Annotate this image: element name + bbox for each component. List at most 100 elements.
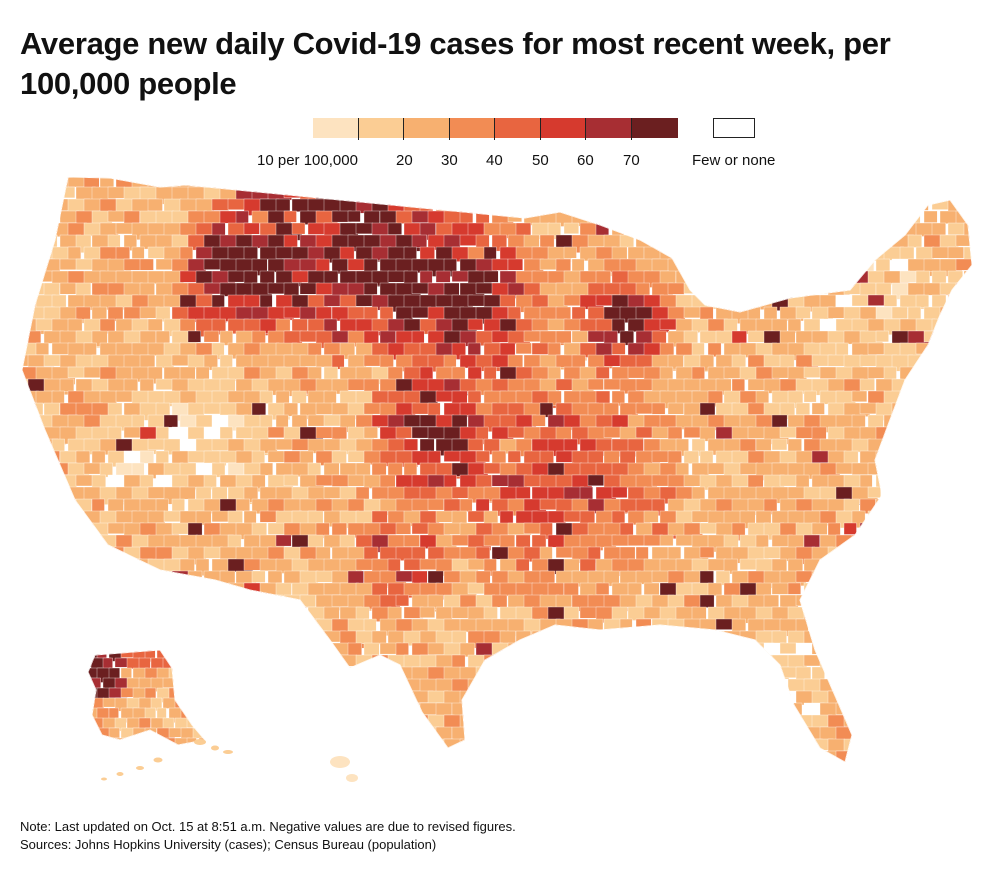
county-cell <box>515 702 533 716</box>
county-cell <box>971 330 972 347</box>
county-cell <box>867 678 894 691</box>
county-cell <box>251 666 279 681</box>
county-cell <box>531 630 559 647</box>
county-cell <box>643 222 657 241</box>
county-cell <box>827 306 845 319</box>
county-cell <box>355 177 372 190</box>
county-cell <box>22 714 31 728</box>
county-cell <box>931 558 955 571</box>
county-cell <box>331 666 345 683</box>
county-cell <box>875 522 899 541</box>
county-cell <box>603 234 622 249</box>
island-shape <box>116 772 124 776</box>
county-cell <box>923 426 951 444</box>
county-cell <box>715 738 730 757</box>
county-cell <box>459 354 477 369</box>
county-cell <box>251 714 272 726</box>
county-cell <box>827 546 853 561</box>
county-cell <box>195 702 221 715</box>
county-cell <box>179 582 202 594</box>
county-cell <box>467 582 485 595</box>
county-cell <box>523 666 537 680</box>
county-cell <box>851 390 868 402</box>
county-cell <box>915 390 943 403</box>
legend-label: 10 per 100,000 <box>257 152 358 169</box>
county-cell <box>715 186 734 200</box>
county-cell <box>267 714 288 728</box>
county-cell <box>835 366 854 380</box>
county-cell <box>155 570 176 589</box>
county-cell <box>707 270 733 283</box>
county-cell <box>787 222 807 236</box>
county-cell <box>315 690 333 707</box>
county-cell <box>75 690 97 703</box>
county-cell <box>747 714 763 727</box>
county-cell <box>947 750 970 762</box>
county-cell <box>707 222 728 236</box>
county-cell <box>795 594 816 607</box>
county-cell <box>147 270 166 284</box>
county-cell <box>779 258 807 276</box>
county-cell <box>795 402 810 416</box>
county-cell <box>483 270 499 283</box>
county-cell <box>675 246 696 262</box>
county-cell <box>267 594 284 607</box>
county-cell <box>707 654 729 670</box>
county-cell <box>243 726 265 742</box>
county-cell <box>939 594 954 609</box>
county-cell <box>267 666 290 683</box>
county-cell <box>963 558 972 576</box>
county-cell <box>691 342 705 356</box>
county-cell <box>186 717 202 728</box>
county-cell <box>22 474 36 491</box>
county-cell <box>963 582 972 600</box>
county-cell <box>67 654 84 668</box>
county-cell <box>107 570 122 584</box>
county-cell <box>747 282 771 295</box>
county-cell <box>963 177 972 188</box>
county-cell <box>59 186 76 199</box>
county-cell <box>387 678 403 695</box>
county-cell <box>651 690 672 707</box>
county-cell <box>195 654 215 669</box>
county-cell <box>67 318 83 333</box>
county-cell <box>651 666 670 681</box>
county-cell <box>395 522 411 535</box>
county-cell <box>59 282 77 295</box>
county-cell <box>243 630 260 648</box>
county-cell <box>22 630 35 645</box>
legend-swatch-8 <box>631 118 678 138</box>
county-cell <box>131 582 151 595</box>
county-cell <box>883 462 903 476</box>
county-cell <box>827 666 843 679</box>
legend-tick <box>540 118 541 140</box>
county-cell <box>835 222 859 241</box>
county-cell <box>955 738 970 750</box>
county-cell <box>595 177 611 192</box>
county-cell <box>611 726 630 741</box>
county-cell <box>659 702 676 719</box>
county-cell <box>491 666 516 679</box>
county-cell <box>491 690 509 704</box>
county-cell <box>931 678 949 696</box>
county-cell <box>811 642 834 655</box>
county-cell <box>739 678 766 693</box>
county-cell <box>971 186 972 202</box>
county-cell <box>963 294 972 309</box>
county-cell <box>395 426 412 439</box>
county-cell <box>795 474 810 488</box>
county-cell <box>507 642 531 661</box>
county-cell <box>387 702 405 721</box>
county-cell <box>195 678 220 693</box>
county-cell <box>923 714 948 729</box>
county-cell <box>203 210 222 224</box>
county-cell <box>476 763 492 774</box>
county-cell <box>211 726 231 740</box>
county-cell <box>138 737 149 745</box>
county-cell <box>547 390 562 406</box>
county-cell <box>915 366 936 385</box>
county-cell <box>908 763 930 779</box>
county-cell <box>859 642 876 656</box>
county-cell <box>75 306 91 320</box>
county-cell <box>851 702 868 716</box>
